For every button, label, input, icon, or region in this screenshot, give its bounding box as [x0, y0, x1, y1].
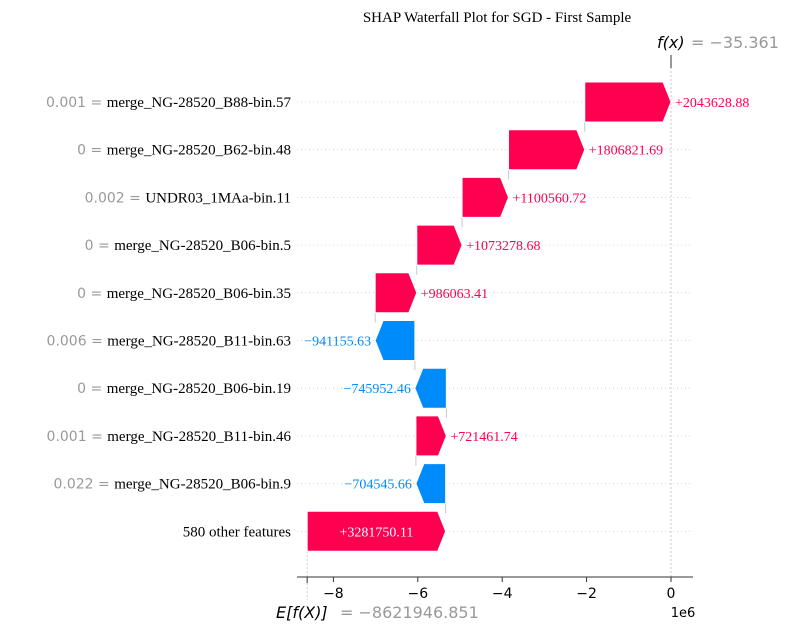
positive-bar: [508, 129, 586, 171]
feature-name: merge_NG-28520_B06-bin.5: [114, 238, 291, 254]
bar-value-label: −941155.63: [304, 335, 371, 350]
feature-label: 0.001 = merge_NG-28520_B11-bin.46: [47, 429, 292, 445]
positive-bar: [584, 81, 672, 123]
positive-bar: [416, 224, 463, 266]
efx-annotation: E[f(X)] = −8621946.851: [276, 603, 479, 622]
feature-label: 0 = merge_NG-28520_B06-bin.5: [85, 238, 291, 254]
bar-value-label: +1100560.72: [513, 191, 587, 206]
positive-bar: [461, 176, 510, 218]
bar-value-label: +1073278.68: [466, 239, 540, 254]
feature-value: 0.001 =: [46, 95, 107, 111]
efx-value: = −8621946.851: [340, 603, 479, 622]
feature-name: merge_NG-28520_B06-bin.35: [107, 286, 291, 302]
fx-label: f(x): [657, 33, 685, 52]
feature-value: 0.002 =: [85, 190, 146, 206]
feature-value: 0.022 =: [53, 477, 114, 493]
bar-value-label: +1806821.69: [589, 144, 663, 159]
feature-value: 0 =: [85, 238, 115, 254]
x-tick-label: −4: [492, 586, 513, 602]
bar-value-label: +3281750.11: [339, 525, 413, 540]
feature-label: 0.001 = merge_NG-28520_B88-bin.57: [46, 95, 292, 111]
bar-value-label: +2043628.88: [675, 96, 749, 111]
feature-name: merge_NG-28520_B06-bin.19: [107, 381, 291, 397]
row-gridlines: [297, 101, 693, 532]
feature-label: 0.022 = merge_NG-28520_B06-bin.9: [53, 477, 291, 493]
negative-bar: [374, 320, 416, 361]
feature-name: merge_NG-28520_B11-bin.46: [107, 429, 291, 445]
x-tick-label: −6: [407, 586, 428, 602]
feature-label: 0 = merge_NG-28520_B06-bin.35: [77, 286, 291, 302]
feature-value: 0 =: [77, 143, 107, 159]
feature-value: 0 =: [77, 381, 107, 397]
feature-name: merge_NG-28520_B88-bin.57: [107, 95, 292, 111]
feature-value: 0.006 =: [47, 334, 108, 350]
feature-name: 580 other features: [183, 524, 291, 540]
feature-label: 0 = merge_NG-28520_B62-bin.48: [77, 143, 291, 159]
x-tick-label: 0: [667, 586, 676, 602]
feature-labels: 0.001 = merge_NG-28520_B88-bin.57 0 = mer…: [46, 95, 292, 540]
bar-value-label: +721461.74: [450, 430, 517, 445]
feature-name: merge_NG-28520_B11-bin.63: [107, 334, 291, 350]
x-axis: −8 −6 −4 −2 0: [297, 576, 693, 602]
negative-bar: [414, 367, 447, 409]
bar-value-label: −745952.46: [343, 382, 410, 397]
positive-bar: [374, 272, 418, 314]
feature-name: UNDR03_1MAa-bin.11: [145, 190, 291, 206]
axis-multiplier: 1e6: [671, 606, 696, 621]
feature-label: 0.006 = merge_NG-28520_B11-bin.63: [47, 334, 291, 350]
chart-title: SHAP Waterfall Plot for SGD - First Samp…: [363, 10, 632, 26]
feature-label: 0 = merge_NG-28520_B06-bin.19: [77, 381, 291, 397]
feature-value: 0.001 =: [47, 429, 108, 445]
bar-value-label: −704545.66: [345, 478, 412, 493]
feature-label: 0.002 = UNDR03_1MAa-bin.11: [85, 190, 291, 206]
feature-name: merge_NG-28520_B62-bin.48: [107, 143, 291, 159]
x-tick-label: −8: [323, 586, 344, 602]
x-tick-label: −2: [576, 586, 597, 602]
feature-name: merge_NG-28520_B06-bin.9: [114, 477, 291, 493]
fx-value: = −35.361: [691, 33, 779, 52]
negative-bar: [415, 463, 447, 505]
efx-label: E[f(X)]: [276, 603, 328, 622]
positive-bar: [306, 510, 447, 552]
bars: +2043628.88 +1806821.69 +1100560.72 +107327…: [304, 81, 749, 552]
fx-annotation: f(x) = −35.361: [657, 33, 779, 52]
feature-label: 580 other features: [183, 524, 291, 540]
positive-bar: [415, 415, 447, 457]
bar-value-label: +986063.41: [421, 287, 488, 302]
feature-value: 0 =: [77, 286, 107, 302]
